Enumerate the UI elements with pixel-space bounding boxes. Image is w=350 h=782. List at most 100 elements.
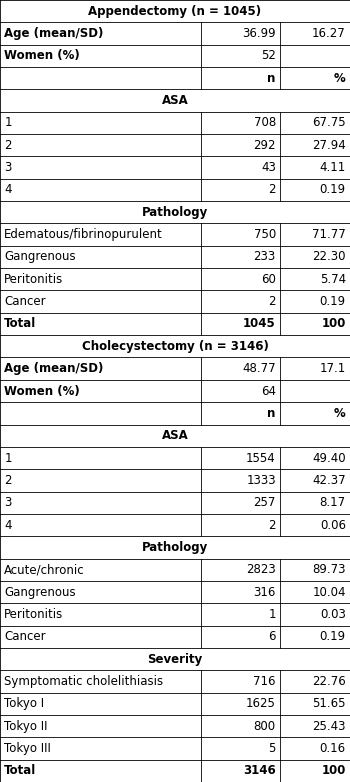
Text: n: n — [267, 72, 276, 84]
Text: Total: Total — [4, 764, 36, 777]
Text: 2: 2 — [4, 138, 12, 152]
Text: 233: 233 — [253, 250, 276, 264]
Text: 48.77: 48.77 — [242, 362, 276, 375]
Text: 52: 52 — [261, 49, 276, 63]
Text: 716: 716 — [253, 675, 276, 688]
Bar — [0, 558, 350, 581]
Text: 36.99: 36.99 — [242, 27, 276, 40]
Bar — [0, 514, 350, 536]
Text: 17.1: 17.1 — [320, 362, 346, 375]
Bar — [0, 425, 350, 447]
Text: 5.74: 5.74 — [320, 273, 346, 285]
Bar — [0, 648, 350, 670]
Text: 0.19: 0.19 — [320, 184, 346, 196]
Text: Edematous/fibrinopurulent: Edematous/fibrinopurulent — [4, 228, 163, 241]
Text: 0.03: 0.03 — [320, 608, 346, 621]
Text: 25.43: 25.43 — [312, 719, 346, 733]
Text: 800: 800 — [254, 719, 276, 733]
Text: 89.73: 89.73 — [312, 563, 346, 576]
Text: 1: 1 — [4, 117, 12, 129]
Text: Peritonitis: Peritonitis — [4, 273, 63, 285]
Bar — [0, 670, 350, 693]
Text: n: n — [267, 407, 276, 420]
Text: 22.30: 22.30 — [312, 250, 346, 264]
Text: 16.27: 16.27 — [312, 27, 346, 40]
Text: Peritonitis: Peritonitis — [4, 608, 63, 621]
Text: Symptomatic cholelithiasis: Symptomatic cholelithiasis — [4, 675, 163, 688]
Text: Women (%): Women (%) — [4, 49, 80, 63]
Bar — [0, 357, 350, 380]
Text: 64: 64 — [261, 385, 276, 397]
Text: Gangrenous: Gangrenous — [4, 250, 76, 264]
Bar — [0, 112, 350, 134]
Text: 1333: 1333 — [246, 474, 276, 487]
Bar — [0, 759, 350, 782]
Text: 4.11: 4.11 — [320, 161, 346, 174]
Bar — [0, 313, 350, 335]
Text: 257: 257 — [253, 497, 276, 509]
Bar — [0, 581, 350, 603]
Text: 1: 1 — [4, 451, 12, 465]
Text: 292: 292 — [253, 138, 276, 152]
Bar — [0, 268, 350, 290]
Text: 0.16: 0.16 — [320, 742, 346, 755]
Bar — [0, 715, 350, 737]
Bar — [0, 134, 350, 156]
Text: Acute/chronic: Acute/chronic — [4, 563, 85, 576]
Bar — [0, 179, 350, 201]
Text: 750: 750 — [253, 228, 276, 241]
Text: Pathology: Pathology — [142, 206, 208, 219]
Text: 0.19: 0.19 — [320, 295, 346, 308]
Text: 4: 4 — [4, 184, 12, 196]
Text: 42.37: 42.37 — [312, 474, 346, 487]
Text: Women (%): Women (%) — [4, 385, 80, 397]
Text: 2: 2 — [4, 474, 12, 487]
Bar — [0, 89, 350, 112]
Text: Pathology: Pathology — [142, 541, 208, 554]
Text: Cancer: Cancer — [4, 295, 46, 308]
Bar — [0, 23, 350, 45]
Text: 60: 60 — [261, 273, 276, 285]
Text: 1045: 1045 — [243, 317, 276, 331]
Text: 3: 3 — [4, 161, 12, 174]
Bar — [0, 201, 350, 224]
Text: Age (mean/SD): Age (mean/SD) — [4, 362, 104, 375]
Text: %: % — [334, 407, 346, 420]
Text: 6: 6 — [268, 630, 276, 644]
Text: Gangrenous: Gangrenous — [4, 586, 76, 598]
Bar — [0, 335, 350, 357]
Text: 1: 1 — [268, 608, 276, 621]
Bar — [0, 626, 350, 648]
Text: Age (mean/SD): Age (mean/SD) — [4, 27, 104, 40]
Text: Cancer: Cancer — [4, 630, 46, 644]
Text: 100: 100 — [321, 764, 346, 777]
Bar — [0, 380, 350, 402]
Text: 43: 43 — [261, 161, 276, 174]
Text: 51.65: 51.65 — [312, 698, 346, 710]
Text: 10.04: 10.04 — [312, 586, 346, 598]
Text: 3: 3 — [4, 497, 12, 509]
Text: 100: 100 — [321, 317, 346, 331]
Text: 0.19: 0.19 — [320, 630, 346, 644]
Text: 2: 2 — [268, 295, 276, 308]
Text: 4: 4 — [4, 518, 12, 532]
Text: %: % — [334, 72, 346, 84]
Bar — [0, 603, 350, 626]
Text: 67.75: 67.75 — [312, 117, 346, 129]
Text: 8.17: 8.17 — [320, 497, 346, 509]
Bar — [0, 67, 350, 89]
Text: Tokyo III: Tokyo III — [4, 742, 51, 755]
Text: 2823: 2823 — [246, 563, 276, 576]
Bar — [0, 224, 350, 246]
Text: Appendectomy (n = 1045): Appendectomy (n = 1045) — [89, 5, 261, 18]
Bar — [0, 536, 350, 558]
Bar — [0, 693, 350, 715]
Text: 27.94: 27.94 — [312, 138, 346, 152]
Text: 316: 316 — [253, 586, 276, 598]
Text: 2: 2 — [268, 184, 276, 196]
Text: 49.40: 49.40 — [312, 451, 346, 465]
Text: 3146: 3146 — [243, 764, 276, 777]
Text: Total: Total — [4, 317, 36, 331]
Text: ASA: ASA — [162, 94, 188, 107]
Text: Tokyo I: Tokyo I — [4, 698, 44, 710]
